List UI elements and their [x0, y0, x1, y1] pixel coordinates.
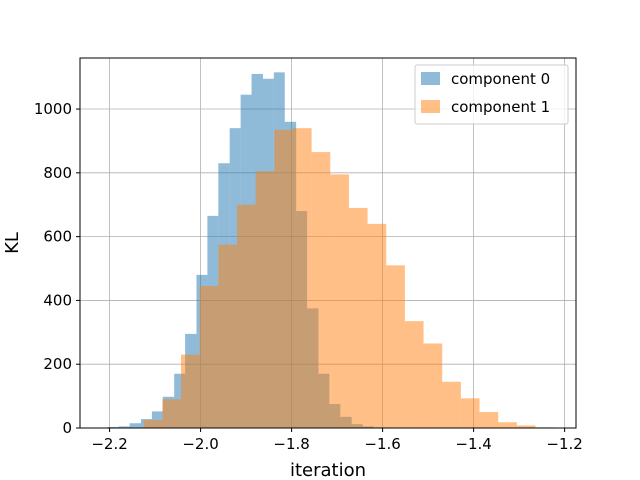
histogram-bar	[386, 265, 405, 428]
histogram-bar	[143, 420, 163, 428]
histogram-bar	[236, 204, 256, 428]
histogram-bar	[181, 354, 200, 428]
histogram-bar	[311, 152, 331, 428]
histogram-bar	[330, 174, 349, 428]
axis-ticks: −2.2 −2.0 −1.8 −1.6 −1.4 −1.2 0 200 400 600 800 100…	[34, 100, 583, 453]
y-tick-label: 200	[43, 355, 72, 373]
histogram-bar	[442, 381, 461, 428]
y-tick-label: 1000	[34, 100, 72, 118]
histogram-bar	[162, 399, 182, 428]
plot-area-frame	[79, 57, 577, 429]
histogram-bar	[498, 422, 517, 428]
x-tick-label: −1.4	[455, 435, 491, 453]
x-axis-label: iteration	[290, 460, 366, 480]
histogram-bar	[348, 207, 368, 428]
y-tick-label: 800	[43, 164, 72, 182]
histogram-bar	[479, 412, 499, 428]
histogram-bar	[292, 128, 312, 428]
legend-box	[414, 64, 569, 125]
histogram-bar	[151, 411, 163, 428]
legend: component 0 component 1	[414, 64, 569, 125]
x-tick-label: −2.0	[182, 435, 218, 453]
histogram-bar	[199, 286, 219, 428]
series-1-bars	[143, 128, 555, 428]
y-tick-label: 600	[43, 228, 72, 246]
x-tick-label: −2.2	[91, 435, 127, 453]
legend-label-component-1: component 1	[451, 98, 550, 116]
bars	[107, 72, 555, 429]
x-tick-label: −1.2	[546, 435, 582, 453]
legend-swatch-component-0	[421, 72, 440, 85]
histogram-bar	[129, 423, 141, 428]
y-tick-label: 0	[62, 419, 72, 437]
histogram-bar	[255, 171, 275, 428]
histogram-bar	[404, 321, 424, 428]
histogram-bar	[118, 426, 130, 428]
legend-swatch-component-1	[421, 100, 440, 113]
histogram-bar	[516, 425, 536, 428]
histogram-bar	[460, 398, 480, 428]
x-tick-label: −1.8	[273, 435, 309, 453]
histogram-bar	[367, 223, 387, 428]
y-tick-label: 400	[43, 291, 72, 309]
histogram-bar	[218, 244, 237, 428]
y-axis-label: KL	[2, 232, 23, 254]
histogram-bar	[274, 129, 293, 428]
x-tick-label: −1.6	[364, 435, 400, 453]
histogram-bar	[423, 343, 443, 428]
legend-label-component-0: component 0	[451, 70, 550, 88]
